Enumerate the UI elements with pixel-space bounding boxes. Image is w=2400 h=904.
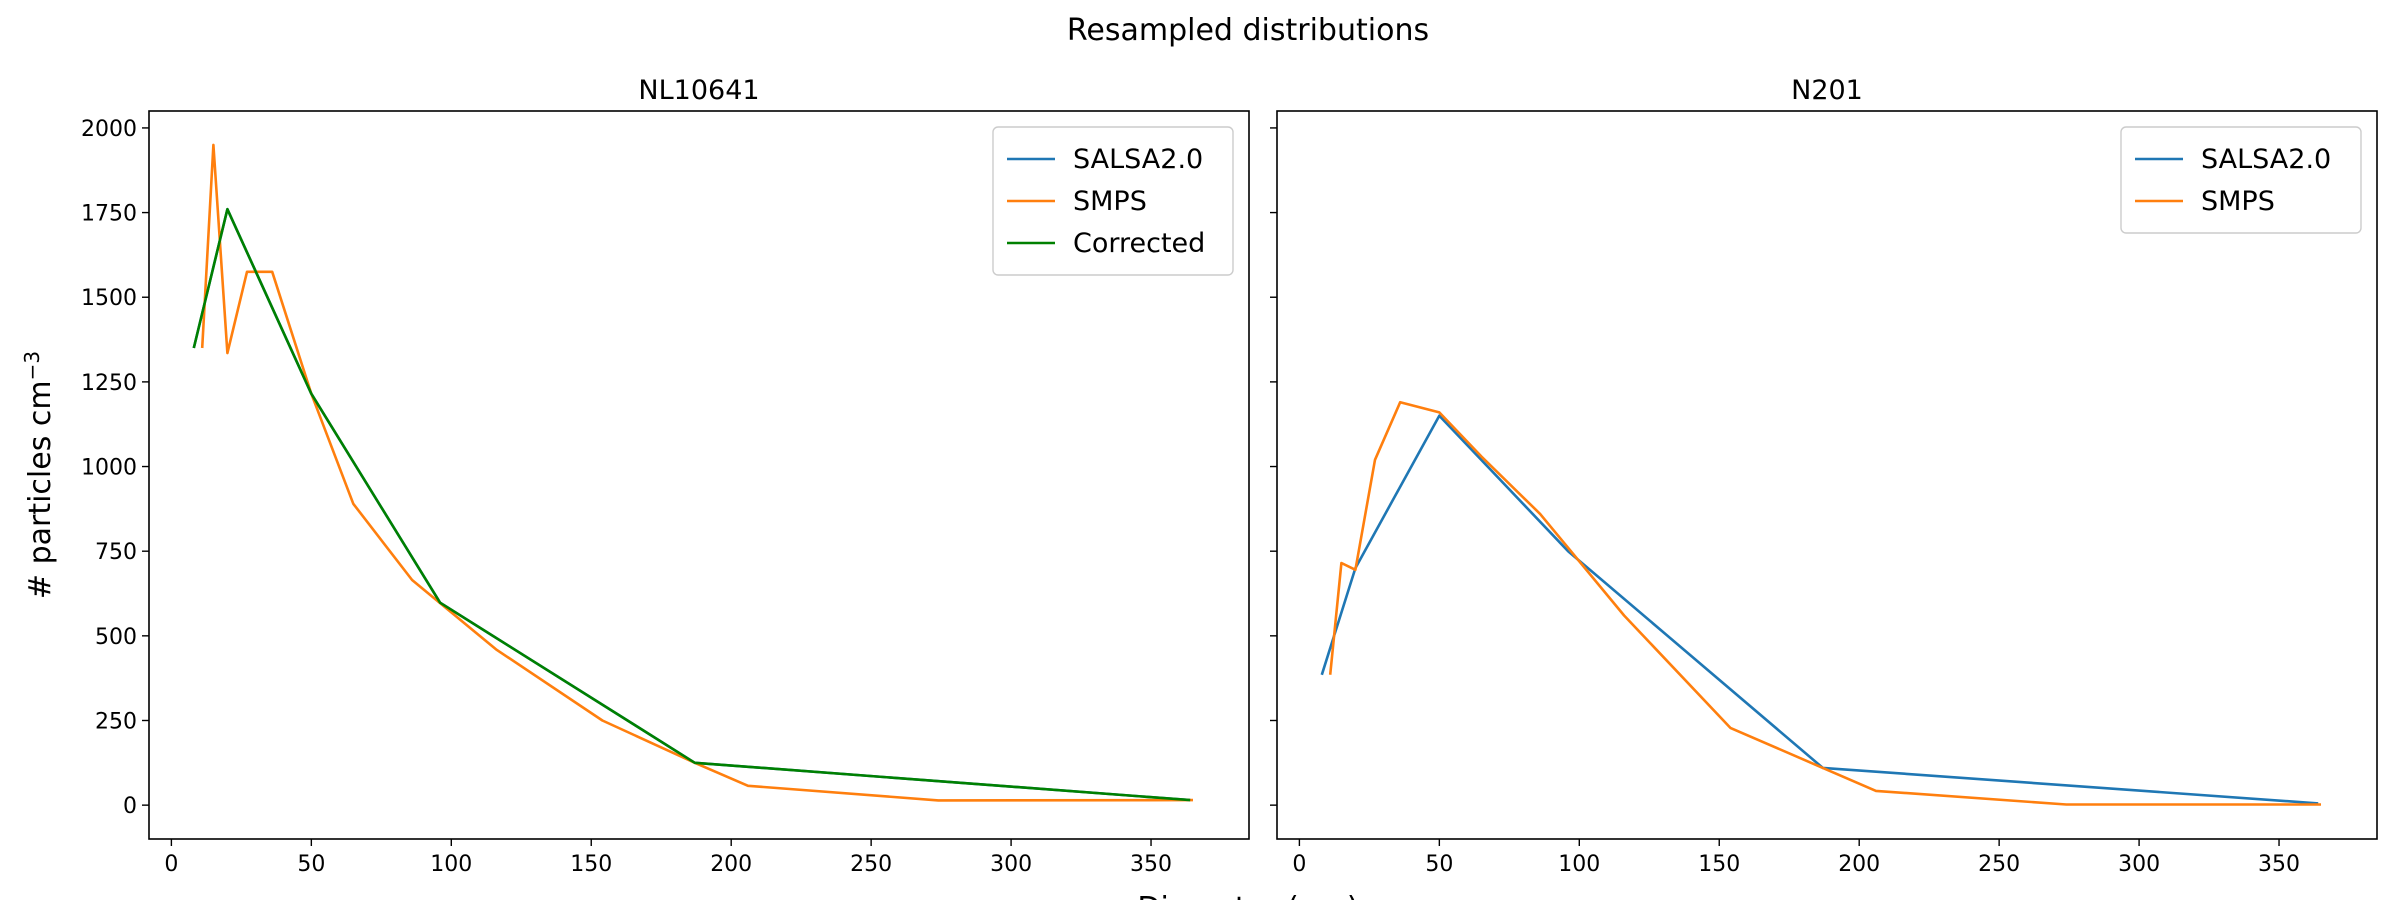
chart-panel-1: NL10641 0 50 100 150 200 250 300 350 0 250 500 750 10… [81,75,1250,877]
x-tick-label: 150 [570,852,612,877]
x-tick-label: 250 [1978,852,2020,877]
series-line-corrected [192,207,1191,802]
y-axis-label-text: # particles cm [23,380,58,599]
legend-label: SALSA2.0 [1073,144,1203,175]
figure-title: Resampled distributions [1067,13,1429,48]
y-tick-label: 2000 [81,117,137,142]
y-tick-label: 1750 [81,202,137,227]
panel-title: NL10641 [638,75,759,106]
x-tick-label: 100 [430,852,472,877]
x-tick-label: 50 [297,852,325,877]
y-tick-label: 250 [95,709,137,734]
x-tick-label: 350 [1130,852,1172,877]
y-tick-label: 1000 [81,456,137,481]
x-tick-label: 300 [2118,852,2160,877]
y-axis-label-superscript: −3 [20,351,44,380]
x-tick-label: 300 [990,852,1032,877]
y-tick-label: 1500 [81,286,137,311]
legend-label: SALSA2.0 [2201,144,2331,175]
x-tick-label: 0 [1292,852,1306,877]
x-tick-label: 50 [1425,852,1453,877]
axes-frame [1276,110,2378,840]
series-line-smps [200,143,1194,802]
legend-frame [2120,126,2362,234]
panel-title: N201 [1791,75,1863,106]
y-tick-label: 0 [123,794,137,819]
series-line-salsa2-0 [192,207,1191,802]
series-line-smps [1328,400,2321,806]
y-tick-label: 1250 [81,371,137,396]
x-tick-label: 150 [1698,852,1740,877]
legend-label: SMPS [2201,186,2275,217]
y-tick-label: 750 [95,540,137,565]
series-line-salsa2-0 [1320,414,2319,805]
x-tick-label: 100 [1558,852,1600,877]
x-tick-label: 350 [2258,852,2300,877]
legend: SALSA2.0 SMPS [2120,126,2362,234]
x-tick-label: 250 [850,852,892,877]
chart-panel-2: N201 0 50 100 150 200 250 300 350 SALSA2.0 SMPS [1270,75,2378,877]
axes-frame [148,110,1250,840]
x-axis-label: Diameter (nm) [1137,891,1358,900]
y-axis-label: # particles cm−3 [20,351,58,599]
x-tick-label: 0 [164,852,178,877]
legend: SALSA2.0 SMPS Corrected [992,126,1234,276]
legend-label: Corrected [1073,228,1205,259]
x-tick-label: 200 [710,852,752,877]
legend-frame [992,126,1234,276]
legend-label: SMPS [1073,186,1147,217]
x-tick-label: 200 [1838,852,1880,877]
y-tick-label: 500 [95,625,137,650]
